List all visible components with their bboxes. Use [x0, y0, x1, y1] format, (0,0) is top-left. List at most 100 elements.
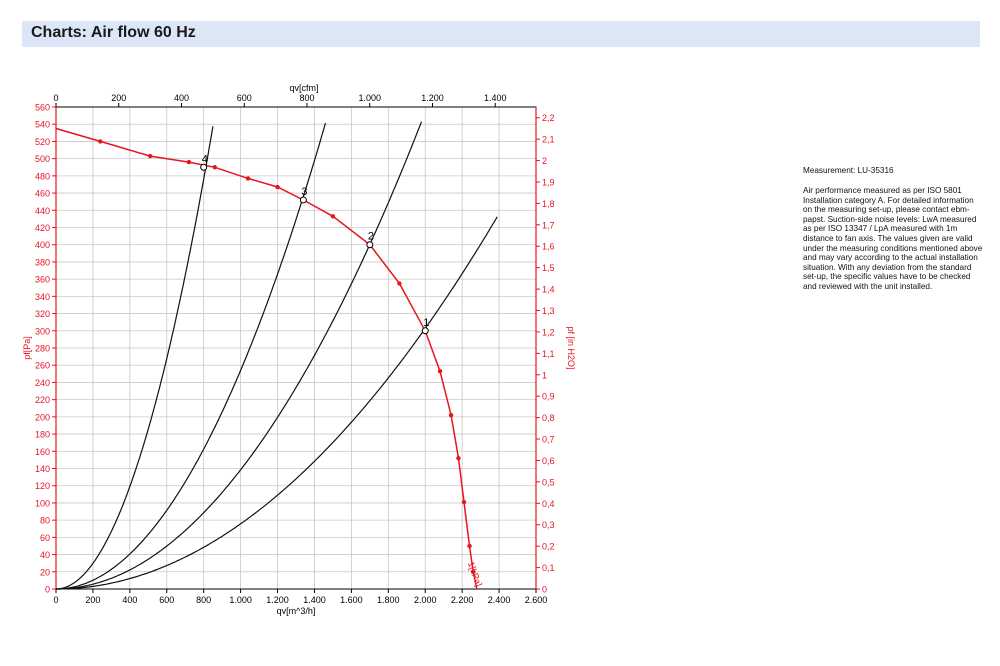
y2-tick-label: 0,5 [542, 477, 555, 487]
y2-tick-label: 0 [542, 585, 547, 595]
fan-curve-point [467, 543, 472, 549]
y-tick-label: 500 [35, 154, 50, 164]
y-tick-label: 240 [35, 378, 50, 388]
y-tick-label: 160 [35, 447, 50, 457]
fan-curve-point [330, 214, 336, 219]
operating-point-label: 2 [368, 231, 374, 243]
y-axis-label: pf[Pa] [22, 336, 32, 360]
x-tick-label: 1.000 [229, 595, 252, 605]
y2-axis-label: pf [in H2O] [566, 326, 576, 369]
y2-tick-label: 0,9 [542, 392, 555, 402]
fan-curve-point [397, 281, 402, 286]
y2-tick-label: 0,8 [542, 413, 555, 423]
y2-tick-label: 0,1 [542, 563, 555, 573]
operating-point [366, 241, 374, 249]
x-tick-label: 1.200 [266, 595, 289, 605]
y-tick-label: 220 [35, 395, 50, 405]
y-tick-label: 480 [35, 171, 50, 181]
x2-tick-label: 600 [237, 93, 252, 103]
fan-curve-point [186, 159, 192, 165]
x2-tick-label: 0 [53, 93, 58, 103]
x-tick-label: 800 [196, 595, 211, 605]
y2-tick-label: 0,6 [542, 456, 555, 466]
x-tick-label: 2.200 [451, 595, 474, 605]
x-tick-label: 2.600 [525, 595, 548, 605]
operating-point [299, 196, 307, 204]
y-tick-label: 120 [35, 481, 50, 491]
measurement-description: Air performance measured as per ISO 5801… [803, 186, 983, 291]
y-tick-label: 460 [35, 189, 50, 199]
y-tick-label: 200 [35, 412, 50, 422]
y-tick-label: 280 [35, 344, 50, 354]
y2-tick-label: 1,9 [542, 177, 555, 187]
y2-tick-label: 1,2 [542, 327, 555, 337]
fan-curve-point [275, 184, 280, 190]
y2-tick-label: 2,1 [542, 135, 555, 145]
x-tick-label: 0 [53, 595, 58, 605]
y2-tick-label: 1 [542, 370, 547, 380]
y-tick-label: 180 [35, 430, 50, 440]
x2-axis-label: qv[cfm] [289, 83, 318, 93]
fan-curve-point [212, 165, 217, 170]
y-tick-label: 400 [35, 240, 50, 250]
x-tick-label: 400 [122, 595, 137, 605]
y-tick-label: 60 [40, 533, 50, 543]
y-tick-label: 420 [35, 223, 50, 233]
y2-tick-label: 0,3 [542, 520, 555, 530]
y-tick-label: 540 [35, 120, 50, 130]
system-curve [55, 126, 214, 590]
y-tick-label: 360 [35, 275, 50, 285]
x2-tick-label: 400 [174, 93, 189, 103]
x-tick-label: 2.400 [488, 595, 511, 605]
header-bar: Charts: Air flow 60 Hz [22, 21, 980, 47]
y-tick-label: 140 [35, 464, 50, 474]
y2-tick-label: 1,3 [542, 306, 555, 316]
y2-tick-label: 1,4 [542, 285, 555, 295]
fan-curve-point [147, 153, 153, 159]
x-tick-label: 1.600 [340, 595, 363, 605]
y-tick-label: 380 [35, 257, 50, 267]
y2-tick-label: 1,5 [542, 263, 555, 273]
fan-curve-point [98, 139, 103, 144]
y-tick-label: 20 [40, 567, 50, 577]
x2-tick-label: 800 [299, 93, 314, 103]
page-title: Charts: Air flow 60 Hz [31, 24, 196, 41]
x-tick-label: 200 [85, 595, 100, 605]
y-tick-label: 320 [35, 309, 50, 319]
system-curve [56, 122, 327, 590]
y-tick-label: 520 [35, 137, 50, 147]
y-tick-label: 300 [35, 326, 50, 336]
operating-point [200, 163, 208, 171]
y2-tick-label: 0,7 [542, 435, 555, 445]
y2-tick-label: 1,6 [542, 242, 555, 252]
system-curve [56, 121, 423, 590]
x-tick-label: 1.800 [377, 595, 400, 605]
system-curve [56, 216, 498, 590]
y2-tick-label: 2,2 [542, 113, 555, 123]
y-tick-label: 40 [40, 550, 50, 560]
x2-tick-label: 1.000 [358, 93, 381, 103]
y2-tick-label: 0,4 [542, 499, 555, 509]
measurement-label: Measurement: LU-35316 [803, 166, 894, 175]
fan-curve-point [245, 176, 251, 181]
y2-tick-label: 1,7 [542, 220, 555, 230]
x-tick-label: 2.000 [414, 595, 437, 605]
fan-curve-point [461, 499, 467, 505]
y2-tick-label: 2 [542, 156, 547, 166]
y-tick-label: 260 [35, 361, 50, 371]
fan-curve-point [437, 369, 443, 374]
x2-tick-label: 200 [111, 93, 126, 103]
operating-point-label: 1 [423, 317, 429, 329]
y2-tick-label: 0,2 [542, 542, 555, 552]
operating-point-label: 4 [202, 153, 208, 165]
y-tick-label: 100 [35, 498, 50, 508]
y2-tick-label: 1,1 [542, 349, 555, 359]
fan-curve-point [456, 455, 461, 461]
y-tick-label: 440 [35, 206, 50, 216]
fan-curve-point [471, 569, 476, 574]
operating-point-label: 3 [301, 186, 307, 198]
y-tick-label: 80 [40, 516, 50, 526]
y-tick-label: 560 [35, 103, 50, 113]
y-tick-label: 0 [45, 585, 50, 595]
